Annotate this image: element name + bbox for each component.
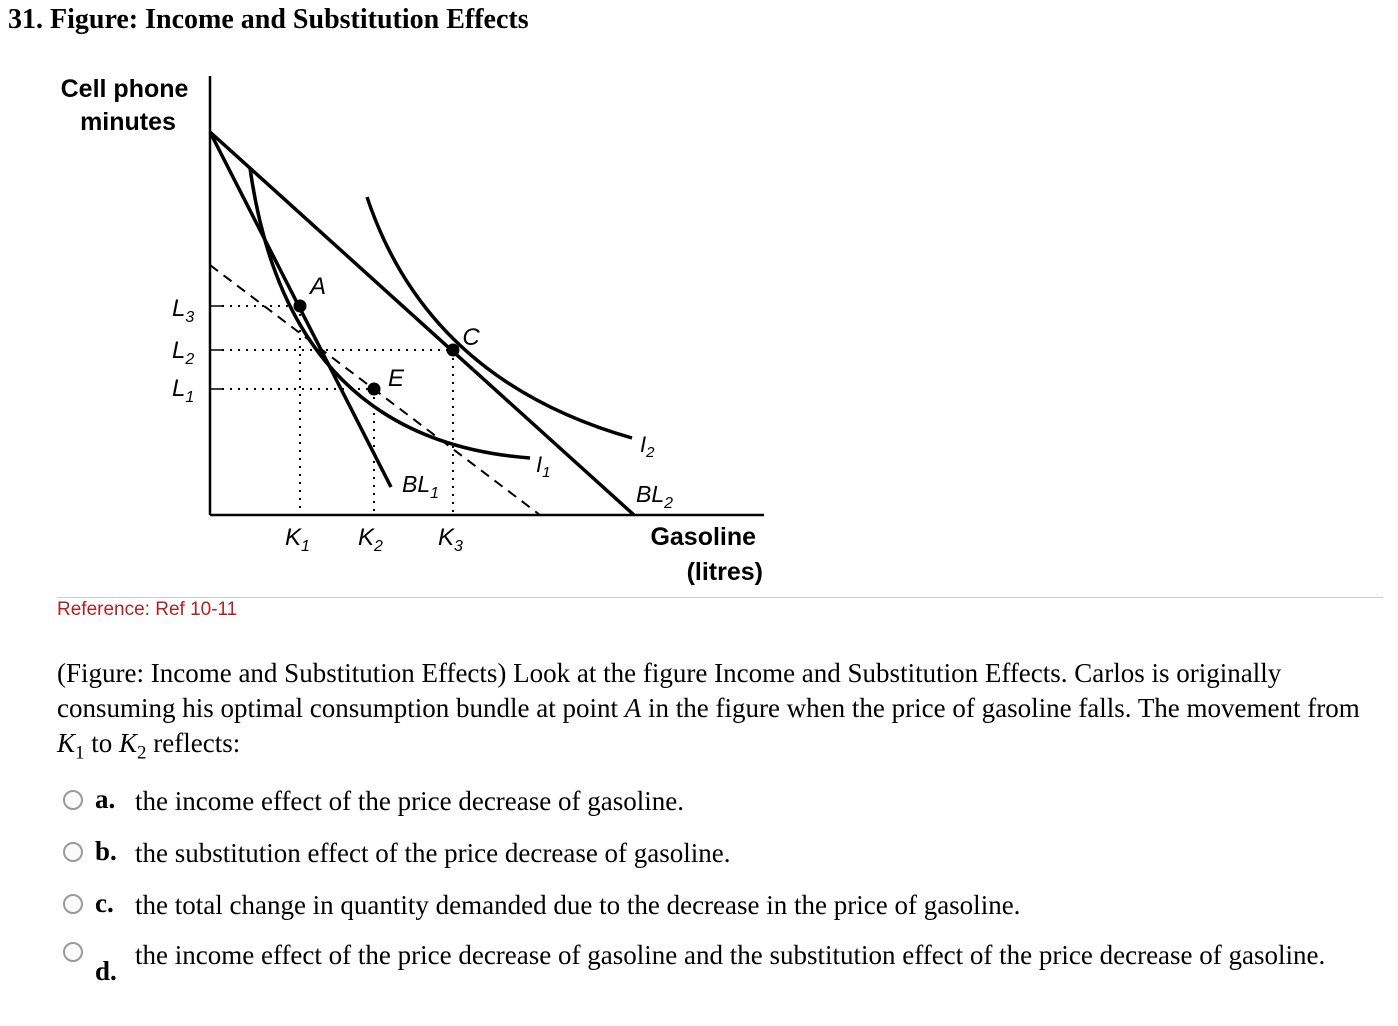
point-e-label: E	[388, 365, 405, 392]
option-c-text: the total change in quantity demanded du…	[135, 890, 1021, 920]
reference-text: Reference: Ref 10-11	[57, 599, 238, 620]
question-title: 31. Figure: Income and Substitution Effe…	[8, 4, 529, 35]
x-tick-k3: K3	[438, 524, 463, 555]
y-tick-l1: L1	[172, 375, 194, 406]
question-stem: (Figure: Income and Substitution Effects…	[57, 658, 1360, 764]
option-d-letter: d.	[95, 956, 117, 986]
curve-label-i1: I1	[536, 452, 550, 481]
divider	[57, 597, 1383, 598]
option-b-radio[interactable]	[63, 842, 83, 862]
option-b-letter: b.	[95, 836, 117, 866]
curve-label-bl1: BL1	[402, 471, 439, 502]
point-e	[367, 382, 381, 396]
point-c-label: C	[462, 324, 480, 351]
option-a-text: the income effect of the price decrease …	[135, 786, 684, 816]
option-a-letter: a.	[95, 784, 116, 814]
point-a	[293, 299, 307, 313]
budget-line-bl2	[208, 130, 636, 517]
option-d-radio[interactable]	[63, 942, 83, 962]
y-tick-l3: L3	[172, 295, 194, 326]
curve-label-i2: I2	[640, 432, 655, 461]
indifference-curve-i2	[365, 196, 633, 440]
indifference-curve-i1	[248, 167, 531, 460]
point-c	[446, 343, 460, 357]
option-c-radio[interactable]	[63, 894, 83, 914]
point-a-label: A	[308, 273, 326, 300]
x-tick-k1: K1	[285, 524, 310, 555]
option-b-text: the substitution effect of the price dec…	[135, 838, 731, 868]
y-axis-label: Cell phone minutes	[61, 75, 196, 136]
option-a-radio[interactable]	[63, 790, 83, 810]
x-tick-k2: K2	[358, 524, 383, 555]
curve-label-bl2: BL2	[636, 481, 673, 512]
option-d-text: the income effect of the price decrease …	[135, 940, 1326, 970]
x-axis-label: Gasoline (litres)	[650, 523, 763, 586]
income-substitution-figure: Cell phone minutes Gasoline (litres) A C…	[61, 75, 764, 586]
y-tick-l2: L2	[172, 337, 194, 368]
option-c-letter: c.	[95, 888, 114, 918]
